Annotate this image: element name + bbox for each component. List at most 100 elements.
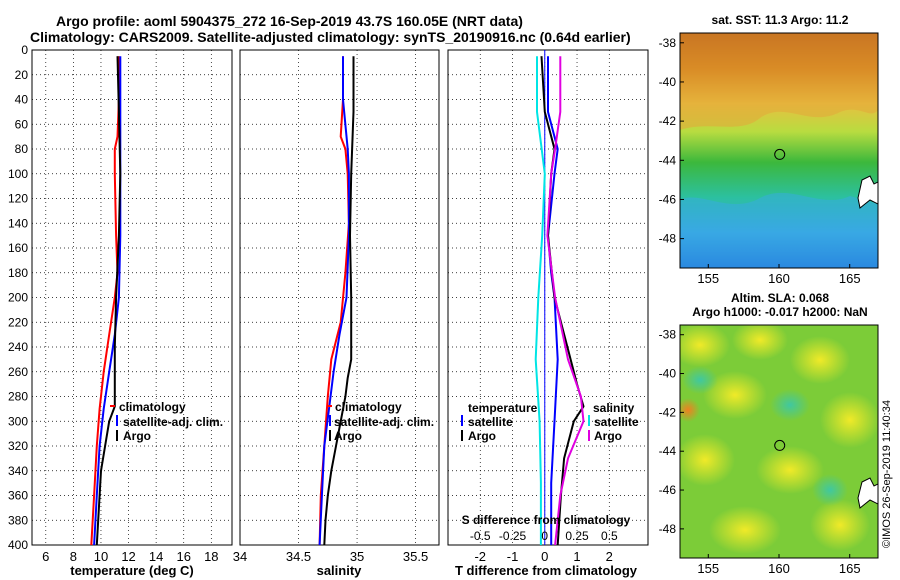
x-tick-label: 10 bbox=[94, 549, 108, 564]
difference-x-ticks: -2 -1 0 1 2 bbox=[474, 549, 612, 564]
y-tick-label: -42 bbox=[659, 405, 677, 419]
x-tick-label: -1 bbox=[507, 549, 519, 564]
y-tick-label: -44 bbox=[659, 444, 677, 458]
x-tick-label: 165 bbox=[839, 561, 861, 576]
y-tick-label: 40 bbox=[15, 93, 29, 107]
x-tick-label: 155 bbox=[697, 561, 719, 576]
y-tick-label: 140 bbox=[8, 216, 28, 230]
sst-cold-water bbox=[680, 192, 878, 268]
series-salinity-argo bbox=[546, 56, 585, 545]
series-argo bbox=[95, 56, 122, 545]
legend-temp-argo: Argo bbox=[468, 429, 496, 443]
x-tick-label: 12 bbox=[121, 549, 135, 564]
difference-panel: temperature satellite Argo salinity sate… bbox=[447, 49, 649, 578]
sla-map-panel: Altim. SLA: 0.068 Argo h1000: -0.017 h20… bbox=[659, 291, 879, 576]
salinity-x-ticks: 34 34.5 35 35.5 bbox=[233, 549, 428, 564]
salinity-lines bbox=[318, 56, 355, 545]
legend-argo: Argo bbox=[123, 429, 151, 443]
legend-climatology: climatology bbox=[119, 400, 186, 414]
legend-sal-argo: Argo bbox=[594, 429, 622, 443]
temperature-grid bbox=[32, 50, 232, 545]
y-tick-label: 0 bbox=[21, 43, 28, 57]
x-tick-label: 18 bbox=[204, 549, 218, 564]
temperature-y-ticks: 0 20 40 60 80 100 120 140 160 180 200 220 240 260 280 3… bbox=[8, 43, 28, 552]
top-x-tick-label: 0.5 bbox=[601, 529, 618, 543]
y-tick-label: 280 bbox=[8, 390, 28, 404]
y-tick-label: 340 bbox=[8, 464, 28, 478]
y-tick-label: 100 bbox=[8, 167, 28, 181]
y-tick-label: -46 bbox=[659, 483, 677, 497]
sst-map-y-ticks: -38 -40 -42 -44 -46 -48 bbox=[659, 36, 684, 246]
y-tick-label: -44 bbox=[659, 153, 677, 167]
sst-map-panel: sat. SST: 11.3 Argo: 11.2 155 160 165 -38-… bbox=[659, 13, 879, 286]
x-tick-label: 0 bbox=[541, 549, 548, 564]
y-tick-label: -38 bbox=[659, 328, 677, 342]
sla-map-field bbox=[680, 325, 878, 558]
series-argo bbox=[323, 56, 355, 545]
imos-credit: ©IMOS 26-Sep-2019 11:40:34 bbox=[881, 400, 893, 548]
x-tick-label: 14 bbox=[149, 549, 163, 564]
legend-temp-satellite: satellite bbox=[468, 415, 513, 429]
y-tick-label: 380 bbox=[8, 513, 28, 527]
legend-temperature-title: temperature bbox=[468, 401, 538, 415]
sst-map-title: sat. SST: 11.3 Argo: 11.2 bbox=[712, 13, 849, 27]
legend-satellite-adj-clim: satellite-adj. clim. bbox=[123, 415, 223, 429]
y-tick-label: -42 bbox=[659, 114, 677, 128]
x-tick-label: 34.5 bbox=[286, 549, 311, 564]
sst-map-field bbox=[680, 33, 878, 268]
legend-salinity-title: salinity bbox=[593, 401, 635, 415]
x-tick-label: 1 bbox=[573, 549, 580, 564]
y-tick-label: 220 bbox=[8, 315, 28, 329]
x-tick-label: 35.5 bbox=[403, 549, 428, 564]
coastline bbox=[857, 477, 878, 509]
argo-position-marker bbox=[774, 148, 786, 160]
x-tick-label: 165 bbox=[839, 271, 861, 286]
y-tick-label: -46 bbox=[659, 192, 677, 206]
salinity-plot-frame bbox=[239, 49, 440, 546]
coastline bbox=[857, 175, 878, 209]
x-tick-label: 8 bbox=[70, 549, 77, 564]
sst-map-x-ticks: 155 160 165 bbox=[697, 264, 861, 286]
y-tick-label: 300 bbox=[8, 414, 28, 428]
x-tick-label: 35 bbox=[350, 549, 364, 564]
y-tick-label: 120 bbox=[8, 192, 28, 206]
legend-satellite-adj-clim: satellite-adj. clim. bbox=[334, 415, 434, 429]
x-tick-label: 155 bbox=[697, 271, 719, 286]
y-tick-label: 400 bbox=[8, 538, 28, 552]
x-tick-label: 16 bbox=[176, 549, 190, 564]
difference-lines bbox=[534, 56, 585, 545]
legend-argo: Argo bbox=[334, 429, 362, 443]
difference-top-x-ticks: -0.5 -0.25 0 0.25 0.5 bbox=[470, 529, 618, 543]
temperature-panel: climatology satellite-adj. clim. Argo 6 8… bbox=[8, 43, 233, 578]
x-tick-label: -2 bbox=[474, 549, 486, 564]
difference-legend-temperature: temperature satellite Argo bbox=[461, 401, 538, 443]
figure-title-line1: Argo profile: aoml 5904375_272 16-Sep-20… bbox=[56, 13, 523, 29]
x-tick-label: 34 bbox=[233, 549, 247, 564]
figure-title-line2: Climatology: CARS2009. Satellite-adjuste… bbox=[30, 29, 631, 45]
difference-legend-salinity: salinity satellite Argo bbox=[588, 401, 639, 443]
series-salinity-satellite bbox=[534, 56, 546, 545]
y-tick-label: 60 bbox=[15, 117, 29, 131]
x-tick-label: 6 bbox=[42, 549, 49, 564]
difference-x-label: T difference from climatology bbox=[455, 563, 638, 578]
sla-map-title-line2: Argo h1000: -0.017 h2000: NaN bbox=[692, 305, 867, 319]
top-x-tick-label: 0 bbox=[541, 529, 548, 543]
temperature-x-ticks: 6 8 10 12 14 16 18 bbox=[42, 549, 218, 564]
x-tick-label: 2 bbox=[606, 549, 613, 564]
temperature-x-label: temperature (deg C) bbox=[70, 563, 194, 578]
sla-map-y-ticks: -38 -40 -42 -44 -46 -48 bbox=[659, 328, 684, 536]
y-tick-label: -40 bbox=[659, 75, 677, 89]
legend-sal-satellite: satellite bbox=[594, 415, 639, 429]
argo-position-marker bbox=[774, 439, 786, 451]
x-tick-label: 160 bbox=[768, 271, 790, 286]
sla-map-title-line1: Altim. SLA: 0.068 bbox=[731, 291, 829, 305]
y-tick-label: 240 bbox=[8, 340, 28, 354]
y-tick-label: 320 bbox=[8, 439, 28, 453]
salinity-x-label: salinity bbox=[317, 563, 363, 578]
y-tick-label: 20 bbox=[15, 68, 29, 82]
x-tick-label: 160 bbox=[768, 561, 790, 576]
y-tick-label: 200 bbox=[8, 291, 28, 305]
y-tick-label: -40 bbox=[659, 367, 677, 381]
y-tick-label: 360 bbox=[8, 489, 28, 503]
